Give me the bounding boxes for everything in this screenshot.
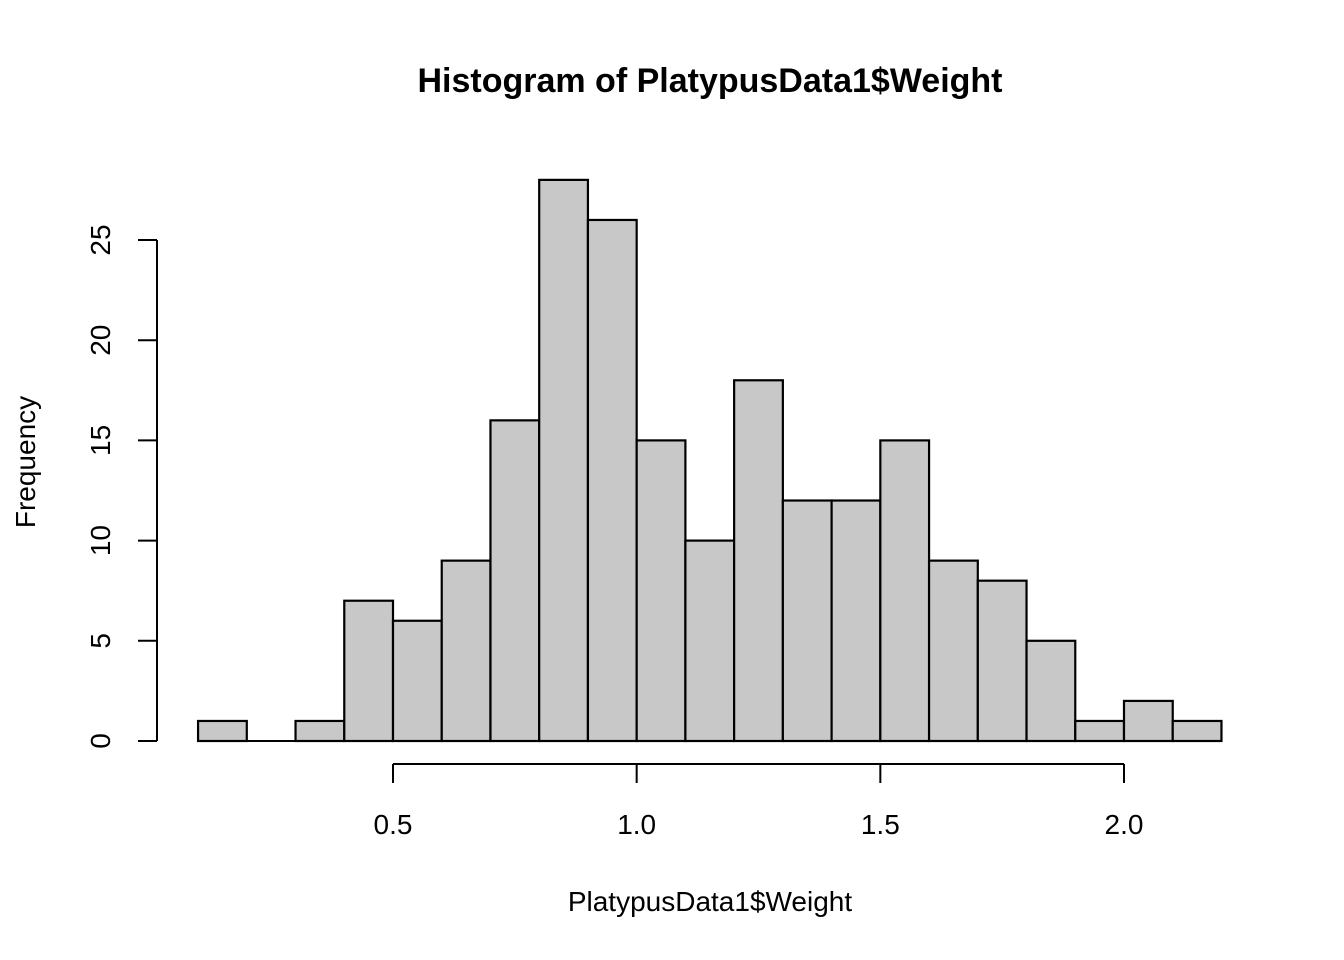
y-tick-label: 0: [85, 733, 116, 749]
y-axis-label: Frequency: [10, 396, 41, 528]
histogram-bar: [781, 499, 833, 743]
histogram-bar: [879, 439, 931, 743]
histogram-bar: [976, 579, 1028, 743]
x-tick-label: 1.0: [617, 809, 656, 840]
x-tick-label: 1.5: [861, 809, 900, 840]
histogram-bar: [440, 559, 492, 743]
histogram-bar: [1025, 639, 1077, 743]
chart-title: Histogram of PlatypusData1$Weight: [417, 62, 1002, 100]
histogram-bar: [733, 379, 784, 743]
histogram-bar: [538, 178, 590, 743]
y-tick-label: 25: [85, 224, 116, 255]
y-tick-label: 15: [85, 425, 116, 456]
histogram-bar: [294, 719, 346, 743]
x-tick-label: 0.5: [374, 809, 413, 840]
y-axis: 0 5 10 15 20 25: [85, 224, 158, 749]
histogram-bar: [635, 439, 687, 743]
histogram-bar: [196, 719, 248, 743]
x-axis: 0.5 1.0 1.5 2.0: [374, 763, 1144, 840]
histogram-bar: [1171, 719, 1223, 743]
histogram-bars: [196, 178, 1223, 743]
histogram-bar: [586, 218, 638, 743]
histogram-bar: [1074, 719, 1126, 743]
x-tick-label: 2.0: [1105, 809, 1144, 840]
y-tick-label: 5: [85, 633, 116, 649]
histogram-bar: [343, 599, 395, 743]
histogram-bar: [489, 419, 541, 743]
y-tick-label: 10: [85, 525, 116, 556]
histogram-bar: [830, 499, 882, 743]
histogram-bar: [391, 619, 443, 743]
y-tick-label: 20: [85, 325, 116, 356]
histogram-bar: [927, 559, 979, 743]
histogram-bar: [684, 539, 736, 743]
x-axis-label: PlatypusData1$Weight: [568, 886, 853, 917]
histogram-bar: [1122, 699, 1174, 743]
